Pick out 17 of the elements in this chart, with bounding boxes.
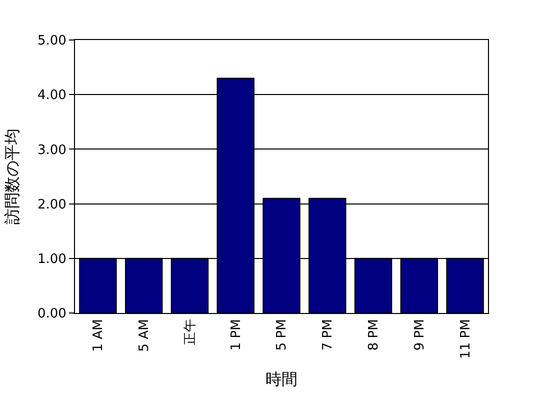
- y-tick-label: 0.00: [37, 306, 66, 322]
- x-tick-label: 8 PM: [366, 319, 382, 351]
- x-tick-label: 5 AM: [137, 319, 152, 352]
- y-tick-label: 2.00: [37, 197, 66, 212]
- x-tick-label: 1 AM: [91, 319, 106, 352]
- x-tick-label: 正午: [182, 319, 198, 346]
- x-tick-label: 9 PM: [412, 319, 428, 351]
- x-tick-label: 11 PM: [458, 319, 474, 359]
- x-tick-label: 5 PM: [274, 319, 290, 351]
- y-tick-label: 5.00: [37, 34, 66, 49]
- x-axis-title: 時間: [266, 370, 298, 389]
- x-tick-label: 7 PM: [320, 319, 336, 351]
- y-tick-label: 3.00: [37, 142, 66, 158]
- y-tick-label: 1.00: [37, 252, 66, 267]
- x-tick-label: 1 PM: [228, 319, 244, 351]
- y-tick-label: 4.00: [37, 88, 66, 104]
- y-axis-title: 訪問数の平均: [2, 128, 22, 224]
